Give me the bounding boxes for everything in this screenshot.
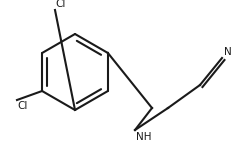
Text: NH: NH: [136, 132, 151, 142]
Text: Cl: Cl: [17, 101, 27, 111]
Text: Cl: Cl: [55, 0, 65, 9]
Text: N: N: [224, 47, 232, 57]
